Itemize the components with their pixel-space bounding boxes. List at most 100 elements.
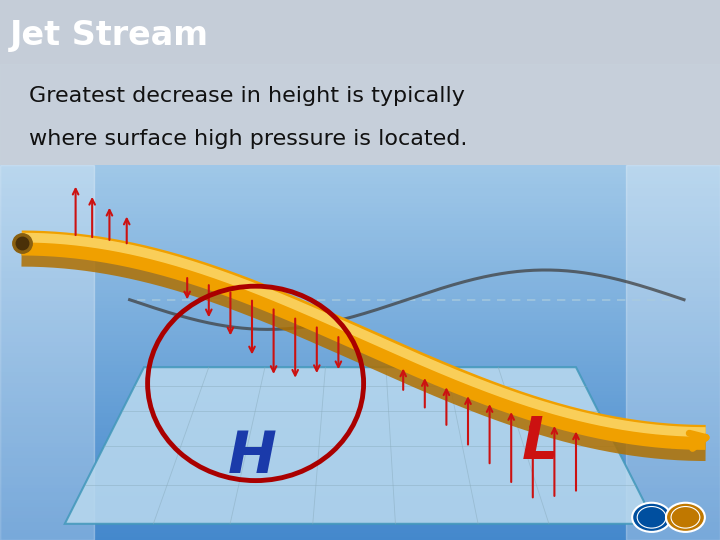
Bar (0, 167, 720, 172)
Bar (0, 374, 720, 379)
Bar (0, 273, 720, 278)
Bar (0, 179, 720, 184)
Bar (0, 348, 720, 353)
Bar (0, 310, 720, 315)
Circle shape (666, 503, 705, 532)
Bar (0, 355, 720, 360)
Bar (0, 340, 720, 345)
Bar (0, 408, 720, 413)
Bar (0, 468, 720, 472)
Bar (0, 483, 720, 488)
Bar (0, 385, 720, 390)
Bar (0, 333, 720, 338)
Bar (0, 314, 720, 319)
Bar (0, 186, 720, 191)
Polygon shape (65, 367, 655, 524)
Circle shape (632, 503, 671, 532)
Bar (0, 377, 720, 382)
Bar (0, 509, 720, 514)
Text: H: H (228, 428, 276, 485)
Bar (0, 487, 720, 491)
Bar (0, 258, 720, 262)
Bar (0, 352, 720, 356)
Bar (0, 494, 720, 499)
Bar (0, 404, 720, 409)
Bar (0, 198, 720, 202)
Bar (0, 528, 720, 532)
Bar (0, 531, 720, 536)
Bar (0, 212, 720, 217)
Bar (0, 393, 720, 397)
Text: Jet Stream: Jet Stream (9, 18, 208, 51)
Bar (0, 269, 720, 274)
Bar (0, 190, 720, 195)
Bar (0, 291, 720, 296)
Bar (0, 194, 720, 199)
Bar (0, 381, 720, 386)
Bar (0, 362, 720, 367)
Bar (0, 261, 720, 266)
Text: Greatest decrease in height is typically: Greatest decrease in height is typically (29, 86, 464, 106)
Bar (0, 246, 720, 251)
Bar (0, 276, 720, 281)
Bar (0, 516, 720, 521)
Bar (0, 437, 720, 442)
Bar (0, 441, 720, 446)
Bar (0, 430, 720, 435)
Bar (0, 287, 720, 292)
Bar (0, 400, 720, 405)
Bar (0, 366, 720, 371)
Bar (0, 231, 720, 236)
Bar (0, 265, 720, 270)
Bar (0, 434, 720, 438)
Bar (0, 220, 720, 225)
Bar (0, 389, 720, 394)
Bar (0, 520, 720, 525)
Bar (0, 449, 720, 454)
Bar (0, 336, 720, 341)
Bar (0, 284, 720, 288)
Bar (0, 415, 720, 420)
Bar (0, 359, 720, 363)
Bar (0, 498, 720, 502)
Bar (0, 235, 720, 240)
Bar (0, 250, 720, 255)
Bar (0, 460, 720, 465)
Bar (0, 201, 720, 206)
Bar (0, 479, 720, 484)
Bar (0, 535, 720, 540)
Bar (0, 396, 720, 401)
Bar (0, 464, 720, 469)
Bar (0, 227, 720, 232)
Bar (0, 325, 720, 330)
Bar (0, 411, 720, 416)
Bar (0, 208, 720, 213)
Bar (0, 471, 720, 476)
Bar (0, 490, 720, 495)
Bar (0, 329, 720, 334)
Bar (0, 224, 720, 228)
Text: where surface high pressure is located.: where surface high pressure is located. (29, 130, 467, 150)
Bar (0, 370, 720, 375)
Bar (0, 512, 720, 517)
Bar (0, 254, 720, 259)
Bar (0, 318, 720, 322)
Bar (0, 427, 720, 431)
Bar (0, 456, 720, 461)
Bar (0, 183, 720, 187)
Bar (0, 295, 720, 300)
Bar (0, 419, 720, 424)
Bar (0, 453, 720, 457)
Bar (0, 475, 720, 480)
Bar (0, 501, 720, 506)
Bar (0, 505, 720, 510)
Bar (0, 175, 720, 180)
Bar (0, 299, 720, 303)
Bar (0, 171, 720, 176)
Bar (0, 344, 720, 349)
Bar (626, 165, 720, 540)
Bar (0, 524, 720, 529)
Bar (0, 321, 720, 326)
Bar (0, 423, 720, 428)
Bar (0, 445, 720, 450)
